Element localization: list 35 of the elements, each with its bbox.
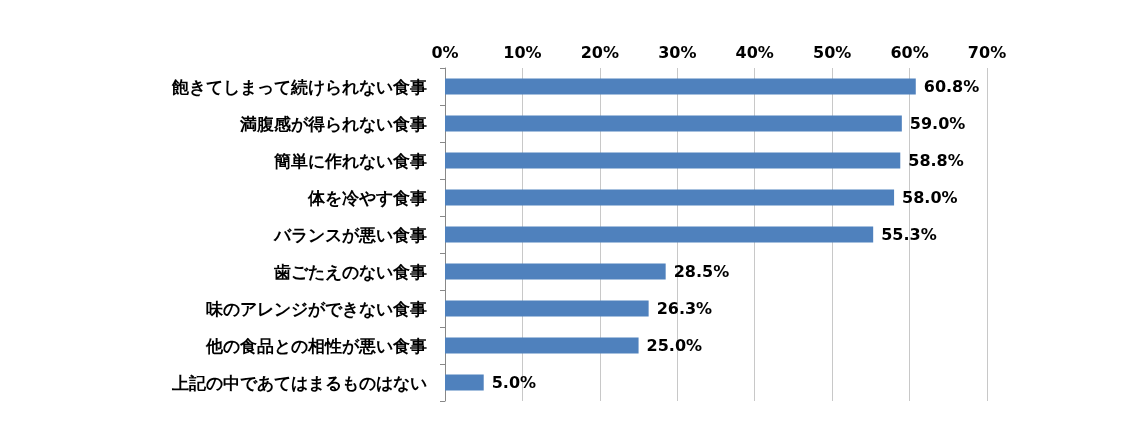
y-tick-label: 味のアレンジができない食事 (206, 298, 427, 319)
data-label: 58.0% (902, 188, 958, 207)
bar (445, 263, 666, 280)
x-tick-label: 70% (967, 42, 1007, 62)
data-label: 55.3% (881, 225, 937, 244)
bar (445, 152, 901, 169)
x-tick-label: 20% (580, 42, 620, 62)
y-tick-label: バランスが悪い食事 (273, 224, 427, 245)
x-tick-label: 50% (812, 42, 852, 62)
data-label: 59.0% (909, 114, 966, 133)
bar (445, 226, 874, 243)
data-label: 5.0% (491, 373, 537, 392)
y-tick-label: 飽きてしまって続けられない食事 (171, 76, 427, 97)
y-tick-label: 体を冷やす食事 (307, 187, 427, 208)
y-tick-label: 簡単に作れない食事 (273, 150, 427, 171)
bar (445, 337, 639, 354)
bar (445, 189, 895, 206)
x-tick-label: 30% (658, 42, 697, 62)
data-label: 25.0% (646, 336, 703, 355)
y-tick-label: 上記の中であてはまるものはない (171, 372, 427, 393)
y-tick-label: 満腹感が得られない食事 (239, 113, 427, 134)
y-tick-label: 歯ごたえのない食事 (273, 261, 427, 282)
bar (445, 300, 649, 317)
bar (445, 115, 902, 132)
x-tick-label: 0% (431, 42, 459, 62)
bar (445, 78, 916, 95)
bar (445, 374, 484, 391)
x-tick-label: 60% (890, 42, 929, 62)
data-label: 26.3% (656, 299, 713, 318)
data-label: 58.8% (908, 151, 964, 170)
data-label: 28.5% (673, 262, 730, 281)
data-label: 60.8% (923, 77, 980, 96)
y-tick-label: 他の食品との相性が悪い食事 (205, 335, 427, 356)
x-tick-label: 10% (503, 42, 542, 62)
x-tick-label: 40% (735, 42, 774, 62)
